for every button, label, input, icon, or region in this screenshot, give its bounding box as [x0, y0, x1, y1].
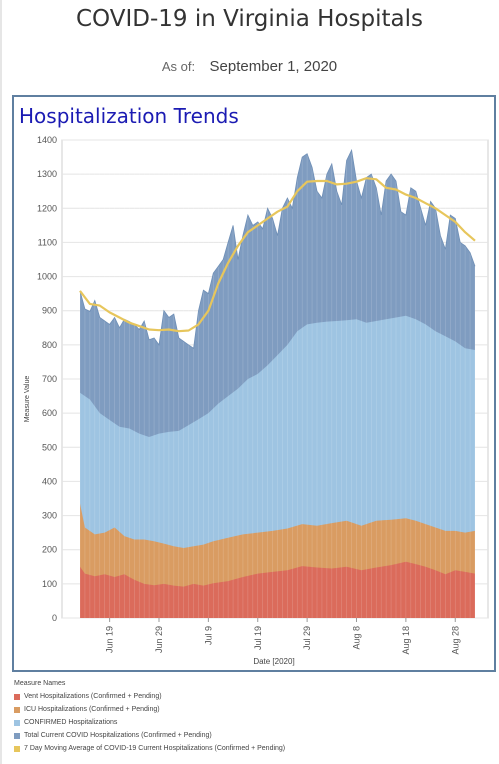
y-tick-label: 1300: [37, 169, 57, 179]
x-tick-label: Aug 28: [450, 626, 460, 655]
x-tick-label: Jun 19: [105, 626, 115, 653]
y-axis-title: Measure Value: [24, 376, 31, 423]
legend-swatch: [14, 719, 20, 726]
legend-swatch: [14, 706, 20, 713]
as-of-label: As of:: [161, 59, 196, 74]
legend-title: Measure Names: [14, 680, 66, 687]
x-tick-label: Jul 19: [253, 626, 263, 650]
legend-label: 7 Day Moving Average of COVID-19 Current…: [24, 745, 286, 752]
legend-swatch: [14, 732, 20, 739]
legend-item-avg: 7 Day Moving Average of COVID-19 Current…: [14, 742, 285, 755]
legend-swatch: [14, 693, 20, 700]
page-title: COVID-19 in Virginia Hospitals: [76, 6, 423, 32]
y-tick-label: 100: [42, 579, 57, 589]
legend-label: Vent Hospitalizations (Confirmed + Pendi…: [24, 693, 162, 700]
y-tick-label: 200: [42, 545, 57, 555]
as-of-date: September 1, 2020: [209, 58, 338, 75]
legend-swatch: [14, 745, 20, 752]
panel-title: Hospitalization Trends: [19, 104, 239, 128]
moving-average-line: [79, 177, 476, 333]
legend-item-total: Total Current COVID Hospitalizations (Co…: [14, 729, 285, 742]
legend-label: ICU Hospitalizations (Confirmed + Pendin…: [24, 706, 160, 713]
y-tick-label: 500: [42, 442, 57, 452]
legend-item-vent: Vent Hospitalizations (Confirmed + Pendi…: [14, 690, 285, 703]
legend-label: CONFIRMED Hospitalizations: [24, 719, 118, 726]
y-tick-label: 1200: [37, 203, 57, 213]
x-tick-label: Aug 8: [352, 626, 362, 650]
y-tick-label: 1000: [37, 272, 57, 282]
y-tick-label: 0: [52, 613, 57, 623]
page-edge: [0, 0, 2, 764]
y-tick-label: 400: [42, 476, 57, 486]
y-tick-label: 700: [42, 374, 57, 384]
legend: Measure Names Vent Hospitalizations (Con…: [14, 680, 285, 755]
hospitalization-chart: 0 100 200 300 400 500 600 700 800 900 1000 1100 1200…: [24, 135, 489, 666]
legend-item-confirmed: CONFIRMED Hospitalizations: [14, 716, 285, 729]
legend-label: Total Current COVID Hospitalizations (Co…: [24, 732, 212, 739]
y-tick-label: 300: [42, 511, 57, 521]
legend-item-icu: ICU Hospitalizations (Confirmed + Pendin…: [14, 703, 285, 716]
x-tick-label: Jul 9: [203, 626, 213, 645]
y-tick-label: 1400: [37, 135, 57, 145]
y-tick-label: 900: [42, 306, 57, 316]
x-axis-title: Date [2020]: [253, 657, 294, 666]
y-tick-label: 600: [42, 408, 57, 418]
x-tick-label: Aug 18: [401, 626, 411, 655]
x-tick-label: Jun 29: [154, 626, 164, 653]
x-tick-label: Jul 29: [302, 626, 312, 650]
as-of-line: As of: September 1, 2020: [0, 58, 499, 76]
y-tick-label: 800: [42, 340, 57, 350]
area-vent: [80, 561, 475, 618]
y-tick-label: 1100: [38, 237, 57, 247]
